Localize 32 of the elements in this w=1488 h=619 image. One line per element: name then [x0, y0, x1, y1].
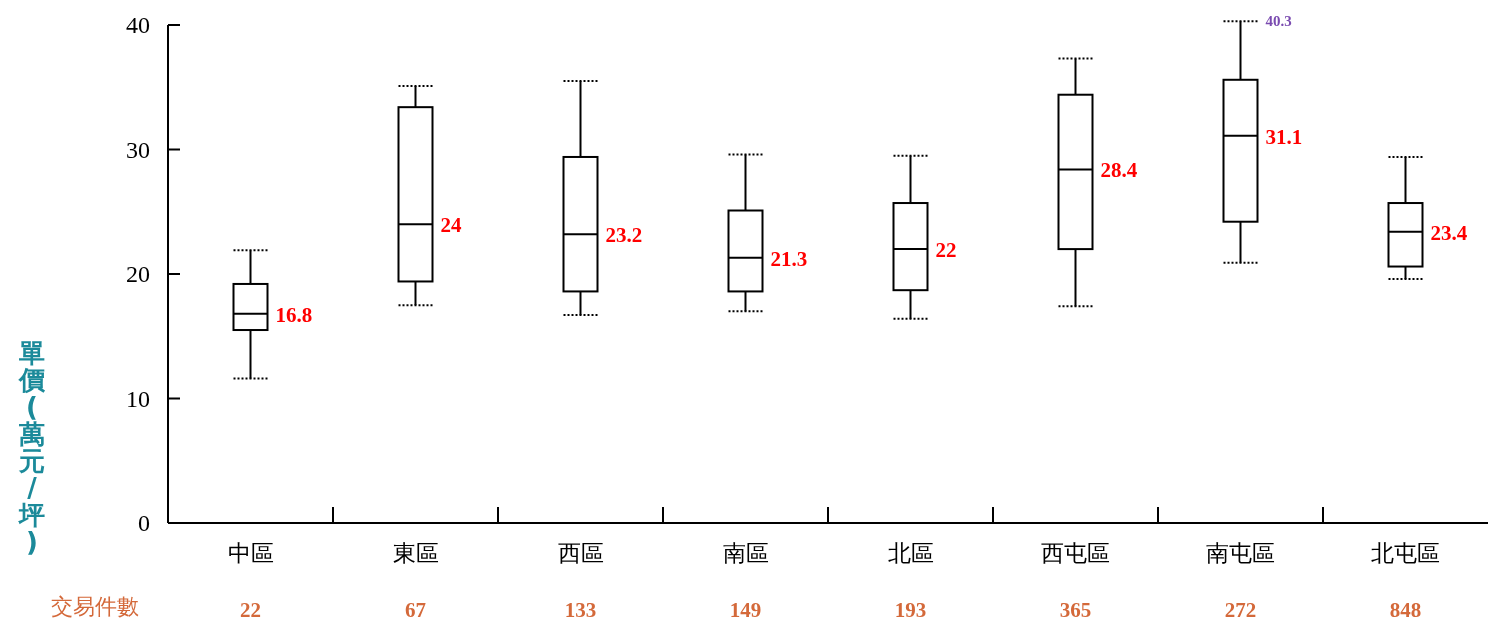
x-tick-label: 中區 [227, 540, 274, 566]
x-tick-label: 南區 [722, 540, 769, 566]
y-axis-title: 單價(萬元/坪) [18, 338, 46, 557]
text: 22 [240, 598, 261, 619]
x-tick-label: 北區 [887, 540, 934, 566]
text: 149 [729, 598, 762, 619]
y-tick-label: 10 [126, 385, 150, 412]
annotation: 40.3 [1265, 13, 1292, 30]
y-tick-label: 20 [126, 261, 150, 287]
x-tick-label: 東區 [392, 540, 439, 566]
annotation: 21.3 [770, 246, 808, 271]
y-tick-label: 30 [126, 136, 150, 163]
y-tick-label: 0 [138, 510, 150, 536]
annotation: 16.8 [275, 302, 313, 327]
y-tick-label: 40 [126, 12, 150, 38]
text: 272 [1224, 598, 1257, 619]
text: 133 [564, 598, 597, 619]
annotation: 23.2 [605, 223, 643, 248]
text: 67 [405, 598, 426, 619]
x-tick-label: 西區 [557, 540, 604, 566]
x-tick-label: 北屯區 [1371, 540, 1440, 566]
annotation: 28.4 [1100, 158, 1138, 183]
text: 193 [894, 598, 927, 619]
x-tick-label: 西屯區 [1041, 540, 1110, 566]
annotation: 24 [440, 213, 462, 238]
annotation: 31.1 [1265, 124, 1303, 149]
text: 848 [1389, 598, 1422, 619]
x-tick-label: 南屯區 [1206, 540, 1275, 566]
text: 交易件數 [51, 594, 139, 619]
text: 365 [1059, 598, 1092, 619]
annotation: 22 [935, 238, 957, 263]
annotation: 23.4 [1430, 220, 1468, 245]
